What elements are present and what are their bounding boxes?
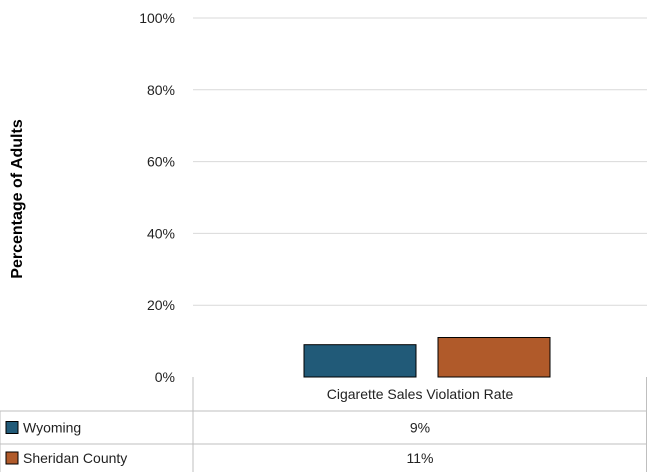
bars	[303, 337, 551, 378]
category-label: Cigarette Sales Violation Rate	[327, 386, 514, 402]
y-tick-label: 80%	[147, 82, 175, 98]
data-label: 11%	[407, 450, 434, 466]
bar-sheridan-county	[437, 337, 551, 378]
y-tick-label: 100%	[139, 10, 175, 26]
y-tick-label: 0%	[155, 369, 175, 385]
bar-wyoming	[303, 344, 417, 378]
data-table: Cigarette Sales Violation Rate Wyoming 9% S…	[0, 377, 647, 472]
legend-swatch	[5, 451, 19, 465]
legend-series-name: Wyoming	[23, 420, 81, 436]
y-tick-labels: 0% 20% 40% 60% 80% 100%	[139, 10, 175, 385]
legend-swatch	[5, 421, 19, 434]
y-tick-label: 60%	[147, 154, 175, 170]
data-label: 9%	[410, 420, 430, 436]
gridlines	[193, 17, 647, 306]
y-tick-label: 20%	[147, 297, 175, 313]
y-axis-label: Percentage of Adults	[9, 119, 26, 279]
legend-series-name: Sheridan County	[23, 450, 127, 466]
y-tick-label: 40%	[147, 225, 175, 241]
